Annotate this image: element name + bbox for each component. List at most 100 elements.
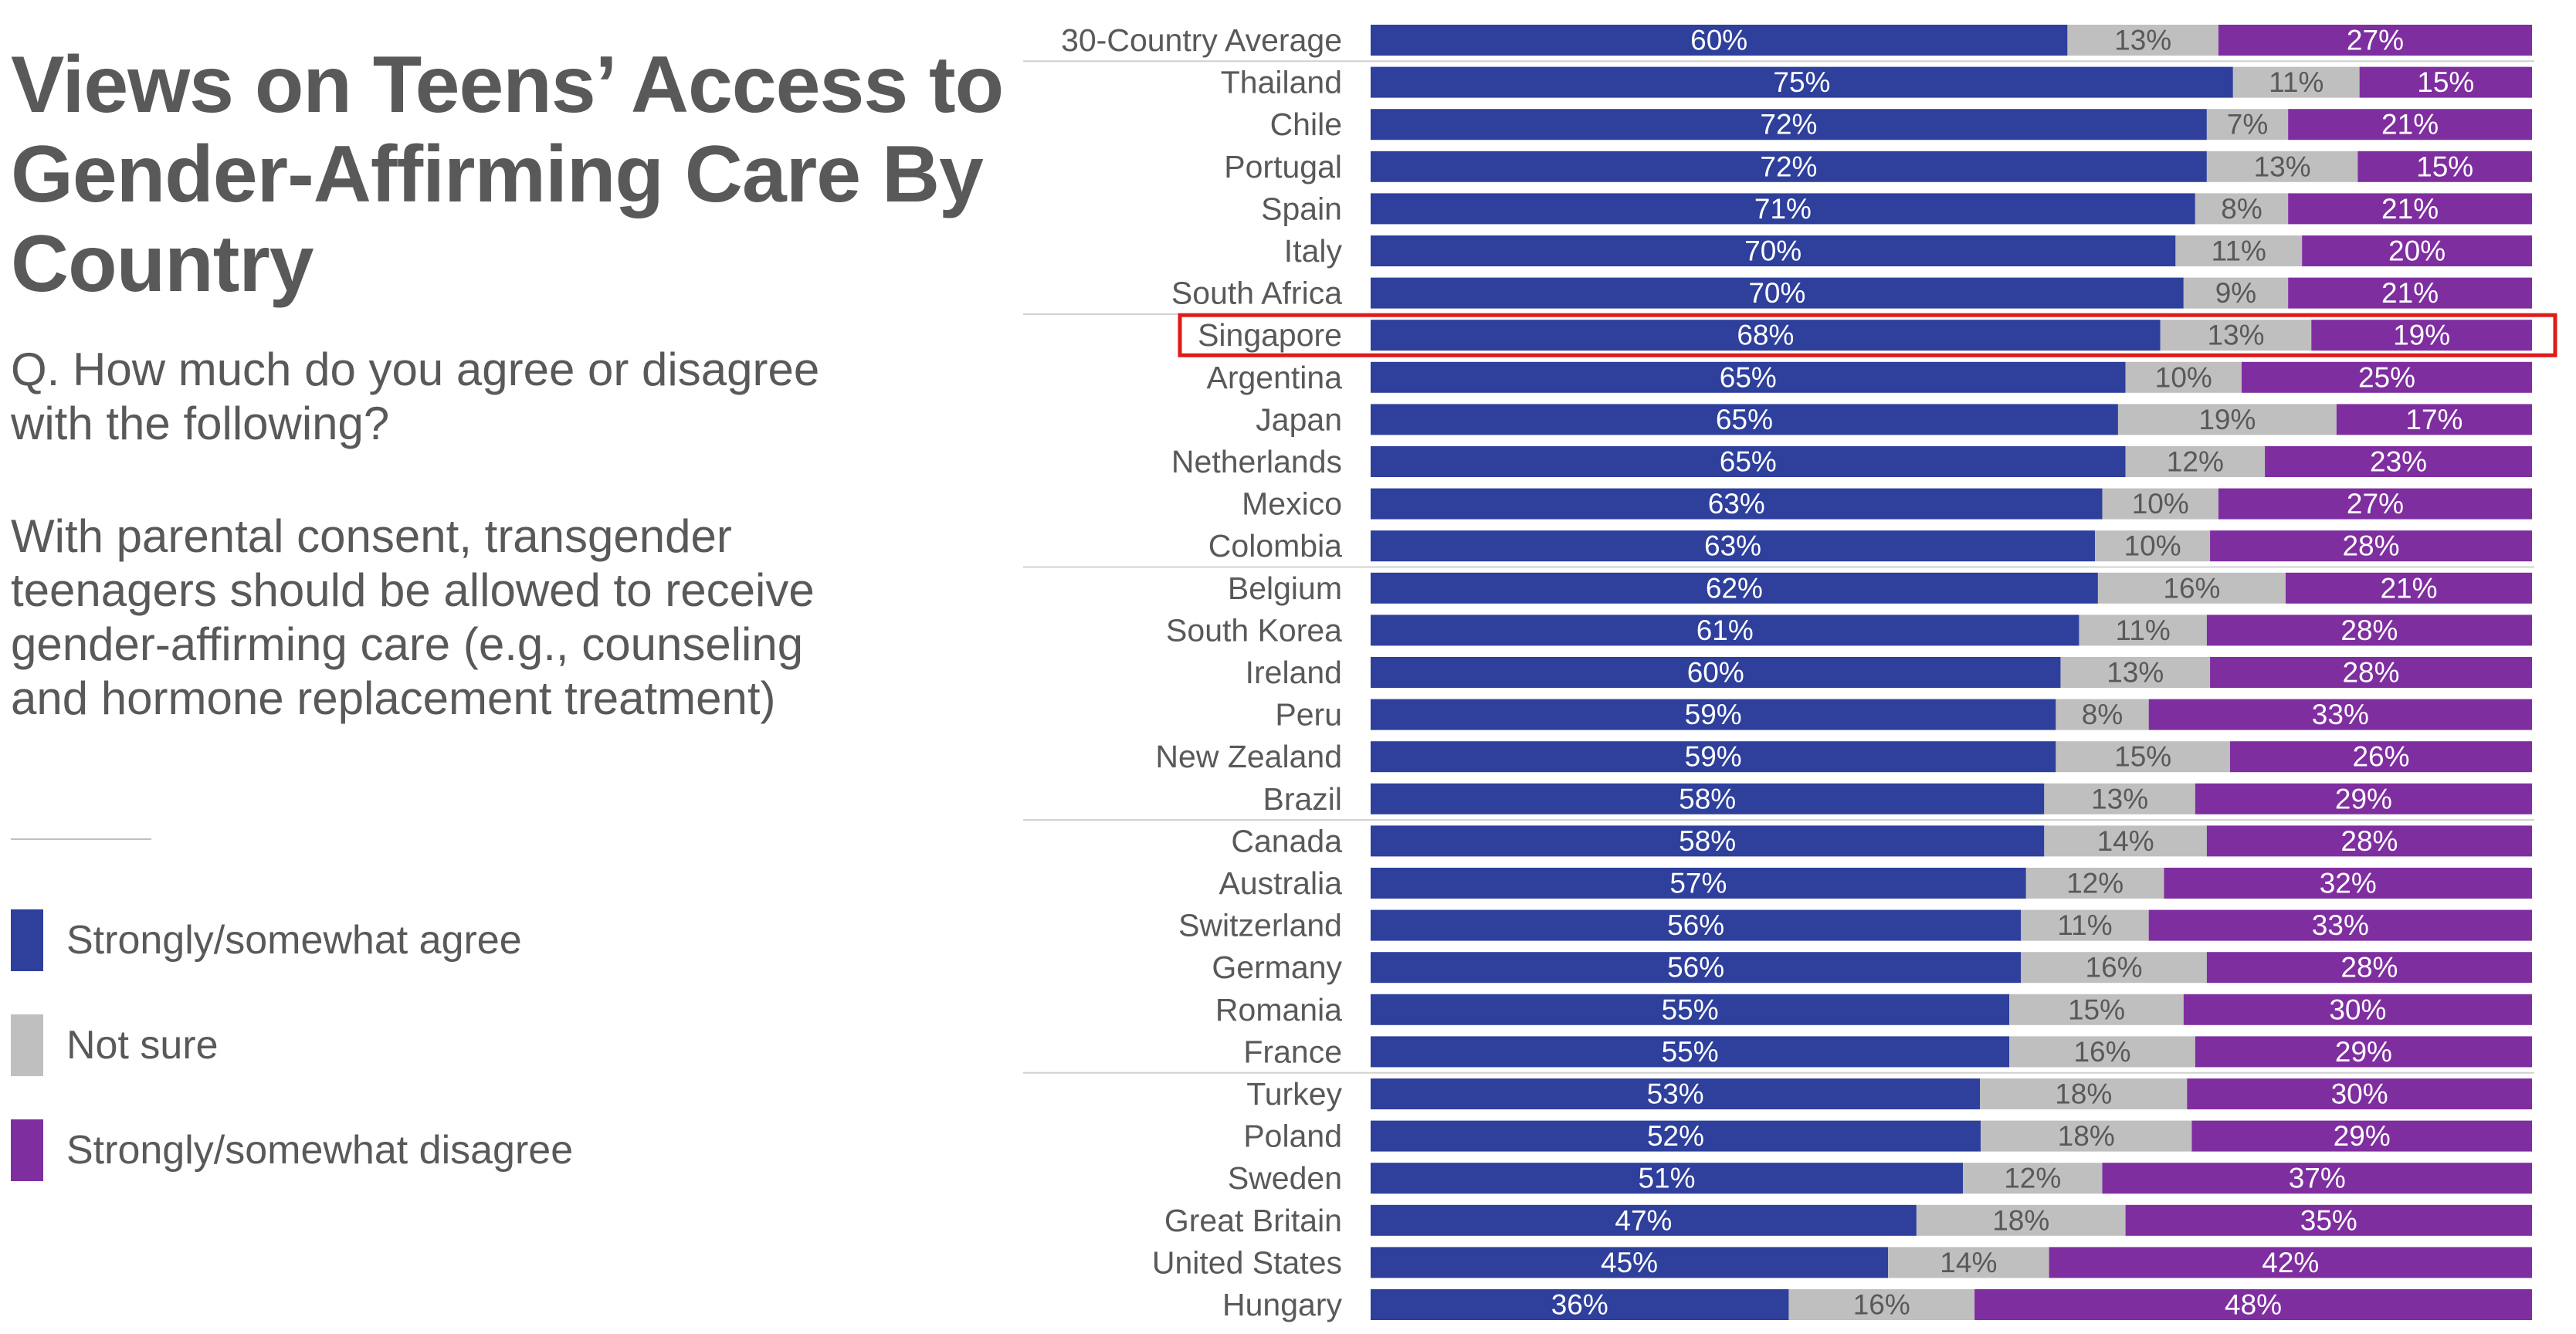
bar-segment-romania-strongly-somewhat-disagree [2183, 994, 2532, 1025]
data-label-great-britain-strongly-somewhat-agree: 47% [1615, 1204, 1672, 1236]
category-label-south-korea: South Korea [1166, 612, 1342, 648]
legend-swatch-disagree [11, 1119, 43, 1181]
bar-segment-italy-strongly-somewhat-agree [1371, 235, 2176, 266]
data-label-thailand-not-sure: 11% [2269, 66, 2323, 98]
bar-segment-ireland-strongly-somewhat-disagree [2210, 657, 2532, 688]
data-label-australia-strongly-somewhat-agree: 57% [1669, 868, 1727, 899]
bar-segment-turkey-strongly-somewhat-disagree [2187, 1078, 2532, 1109]
data-label-hungary-not-sure: 16% [1853, 1289, 1910, 1321]
bar-segment-canada-strongly-somewhat-agree [1371, 825, 2045, 857]
data-label-argentina-not-sure: 10% [2155, 361, 2212, 393]
category-label-australia: Australia [1219, 865, 1342, 901]
data-label-argentina-strongly-somewhat-agree: 65% [1720, 361, 1777, 393]
data-label-singapore-strongly-somewhat-disagree: 19% [2393, 320, 2450, 351]
bar-segment-netherlands-strongly-somewhat-agree [1371, 446, 2126, 477]
bar-segment-colombia-strongly-somewhat-disagree [2210, 530, 2532, 562]
data-label-singapore-not-sure: 13% [2207, 320, 2264, 351]
data-label-netherlands-strongly-somewhat-disagree: 23% [2370, 446, 2427, 478]
bar-segment-30-country-average-not-sure [2067, 25, 2218, 56]
data-label-chile-not-sure: 7% [2227, 109, 2268, 141]
bar-segment-spain-strongly-somewhat-disagree [2288, 193, 2532, 225]
bar-segment-japan-not-sure [2117, 404, 2337, 435]
bar-segment-poland-strongly-somewhat-disagree [2191, 1120, 2532, 1152]
legend-item-agree: Strongly/somewhat agree [11, 909, 706, 971]
data-label-peru-strongly-somewhat-agree: 59% [1685, 699, 1742, 730]
bar-segment-germany-strongly-somewhat-disagree [2206, 952, 2532, 984]
survey-statement: With parental consent, transgender teena… [11, 510, 815, 724]
bar-segment-thailand-strongly-somewhat-disagree [2359, 66, 2532, 98]
bar-segment-south-korea-not-sure [2079, 615, 2207, 646]
data-label-colombia-not-sure: 10% [2124, 530, 2181, 562]
bar-segment-netherlands-not-sure [2125, 446, 2266, 477]
category-label-ireland: Ireland [1246, 655, 1342, 690]
data-label-30-country-average-strongly-somewhat-agree: 60% [1690, 25, 1747, 56]
category-label-hungary: Hungary [1222, 1287, 1342, 1322]
category-label-japan: Japan [1256, 401, 1342, 437]
category-label-colombia: Colombia [1208, 528, 1342, 564]
data-label-japan-not-sure: 19% [2198, 404, 2256, 435]
legend-label-not-sure: Not sure [66, 1023, 219, 1068]
bar-segment-south-africa-strongly-somewhat-agree [1371, 277, 2184, 309]
bar-segment-spain-strongly-somewhat-agree [1371, 193, 2195, 225]
data-label-ireland-strongly-somewhat-agree: 60% [1687, 657, 1744, 689]
divider [11, 838, 151, 840]
data-label-italy-strongly-somewhat-disagree: 20% [2388, 235, 2446, 267]
data-label-portugal-strongly-somewhat-agree: 72% [1760, 151, 1817, 182]
bar-segment-canada-not-sure [2044, 825, 2207, 857]
data-label-great-britain-not-sure: 18% [1992, 1204, 2049, 1236]
data-label-poland-strongly-somewhat-agree: 52% [1647, 1120, 1704, 1152]
data-label-italy-not-sure: 11% [2212, 235, 2266, 267]
bar-segment-netherlands-strongly-somewhat-disagree [2265, 446, 2532, 477]
category-label-italy: Italy [1284, 233, 1343, 269]
data-label-switzerland-strongly-somewhat-agree: 56% [1667, 909, 1724, 941]
bar-segment-brazil-not-sure [2044, 783, 2195, 814]
bar-segment-peru-strongly-somewhat-disagree [2148, 699, 2532, 730]
bar-segment-poland-not-sure [1980, 1120, 2192, 1152]
bar-segment-italy-strongly-somewhat-disagree [2302, 235, 2532, 266]
data-label-spain-not-sure: 8% [2221, 193, 2262, 225]
bar-segment-hungary-strongly-somewhat-disagree [1974, 1289, 2532, 1320]
data-label-hungary-strongly-somewhat-disagree: 48% [2225, 1289, 2282, 1321]
category-label-brazil: Brazil [1263, 781, 1342, 817]
data-label-great-britain-strongly-somewhat-disagree: 35% [2300, 1204, 2357, 1236]
bar-segment-sweden-strongly-somewhat-disagree [2102, 1163, 2532, 1194]
data-label-thailand-strongly-somewhat-disagree: 15% [2417, 66, 2474, 98]
data-label-30-country-average-not-sure: 13% [2114, 25, 2171, 56]
bar-segment-chile-strongly-somewhat-agree [1371, 109, 2207, 141]
bar-segment-30-country-average-strongly-somewhat-disagree [2218, 25, 2532, 56]
data-label-colombia-strongly-somewhat-disagree: 28% [2342, 530, 2399, 562]
bar-segment-switzerland-strongly-somewhat-disagree [2148, 909, 2532, 941]
data-label-japan-strongly-somewhat-agree: 65% [1716, 404, 1773, 435]
legend-label-agree: Strongly/somewhat agree [66, 918, 522, 963]
data-label-romania-not-sure: 15% [2068, 994, 2125, 1025]
bar-segment-south-africa-not-sure [2183, 277, 2289, 309]
data-label-ireland-strongly-somewhat-disagree: 28% [2342, 657, 2399, 689]
bar-segment-mexico-not-sure [2102, 488, 2218, 520]
bar-segment-france-strongly-somewhat-disagree [2195, 1036, 2532, 1068]
category-label-sweden: Sweden [1228, 1160, 1342, 1196]
bar-segment-argentina-strongly-somewhat-disagree [2242, 361, 2532, 393]
bar-segment-thailand-not-sure [2232, 66, 2360, 98]
category-label-germany: Germany [1212, 950, 1342, 985]
bar-segment-mexico-strongly-somewhat-agree [1371, 488, 2103, 520]
data-label-peru-strongly-somewhat-disagree: 33% [2312, 699, 2369, 730]
data-label-germany-strongly-somewhat-agree: 56% [1667, 952, 1724, 984]
legend-swatch-agree [11, 909, 43, 971]
bar-segment-chile-strongly-somewhat-disagree [2288, 109, 2532, 141]
data-label-canada-strongly-somewhat-disagree: 28% [2340, 825, 2398, 857]
category-label-argentina: Argentina [1206, 360, 1342, 395]
data-label-germany-not-sure: 16% [2086, 952, 2143, 984]
data-label-romania-strongly-somewhat-agree: 55% [1662, 994, 1719, 1025]
data-label-sweden-strongly-somewhat-agree: 51% [1638, 1163, 1695, 1194]
bar-segment-united-states-not-sure [1888, 1247, 2049, 1278]
bar-segment-new-zealand-strongly-somewhat-agree [1371, 741, 2056, 773]
bar-segment-france-strongly-somewhat-agree [1371, 1036, 2010, 1068]
category-label-turkey: Turkey [1246, 1076, 1342, 1112]
data-label-australia-strongly-somewhat-disagree: 32% [2320, 868, 2377, 899]
chart-title: Views on Teens’ Access to Gender-Affirmi… [11, 40, 1004, 309]
bar-segment-thailand-strongly-somewhat-agree [1371, 66, 2233, 98]
data-label-romania-strongly-somewhat-disagree: 30% [2329, 994, 2386, 1025]
data-label-brazil-strongly-somewhat-agree: 58% [1679, 783, 1736, 814]
category-label-united-states: United States [1152, 1244, 1342, 1280]
